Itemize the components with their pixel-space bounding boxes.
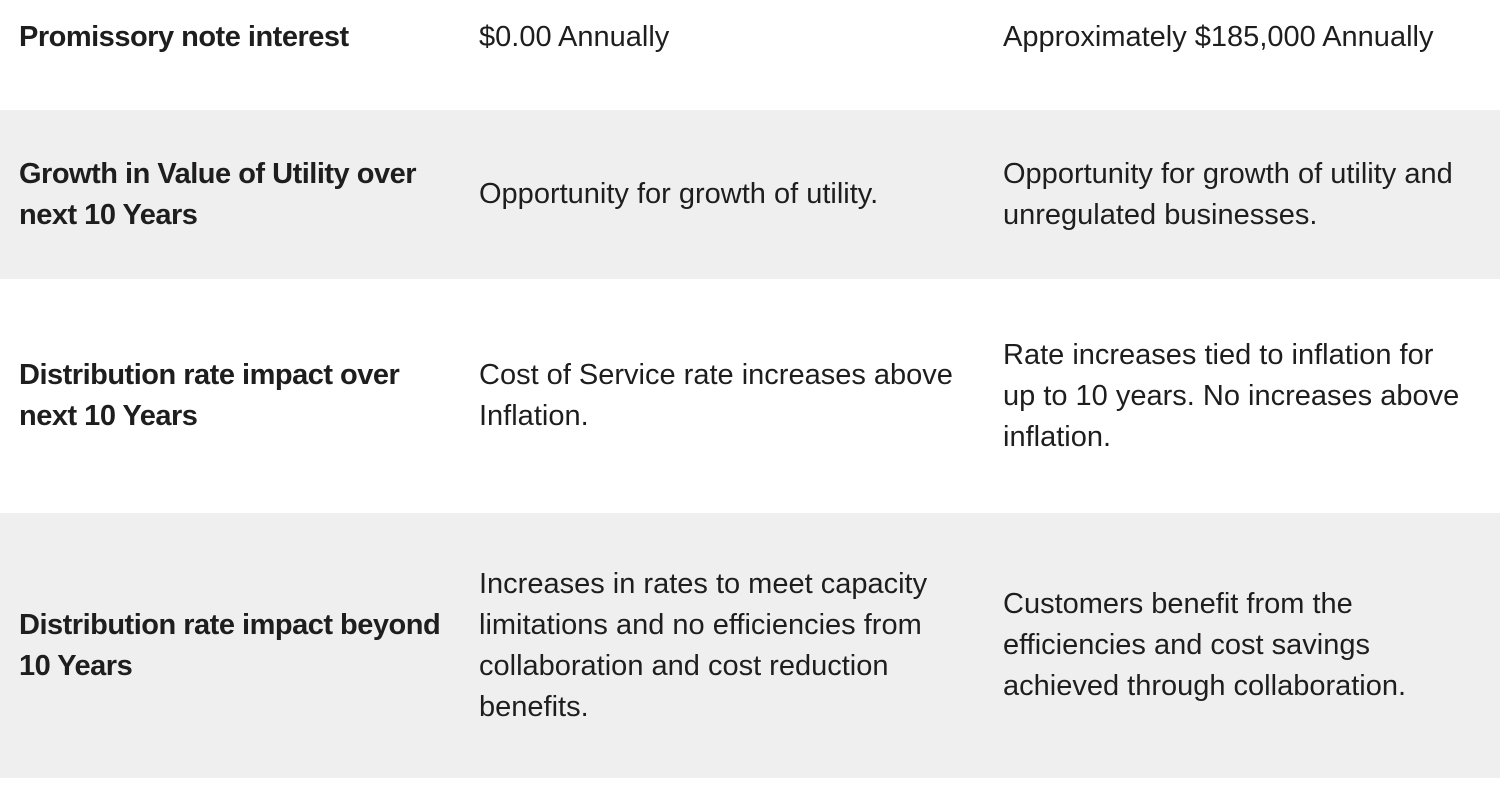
table-row: Promissory note interest $0.00 Annually … xyxy=(0,0,1500,110)
option-b-cell: Rate increases tied to inflation for up … xyxy=(1003,338,1460,453)
option-a-cell: Increases in rates to meet capacity limi… xyxy=(479,567,928,723)
row-label: Distribution rate impact over next 10 Ye… xyxy=(19,359,400,432)
row-label: Distribution rate impact beyond 10 Years xyxy=(19,608,441,682)
row-label: Growth in Value of Utility over next 10 … xyxy=(19,157,417,231)
option-a-cell: $0.00 Annually xyxy=(479,21,670,53)
table-row: Distribution rate impact beyond 10 Years… xyxy=(0,513,1500,778)
option-b-cell: Opportunity for growth of utility and un… xyxy=(1003,157,1453,231)
option-a-cell: Cost of Service rate increases above Inf… xyxy=(479,359,953,432)
option-b-cell: Customers benefit from the efficiencies … xyxy=(1003,588,1407,702)
table-row: Growth in Value of Utility over next 10 … xyxy=(0,110,1500,279)
table-row: Distribution rate impact over next 10 Ye… xyxy=(0,279,1500,513)
option-a-cell: Opportunity for growth of utility. xyxy=(479,178,879,210)
row-label: Promissory note interest xyxy=(19,21,349,53)
option-b-cell: Approximately $185,000 Annually xyxy=(1003,21,1434,53)
